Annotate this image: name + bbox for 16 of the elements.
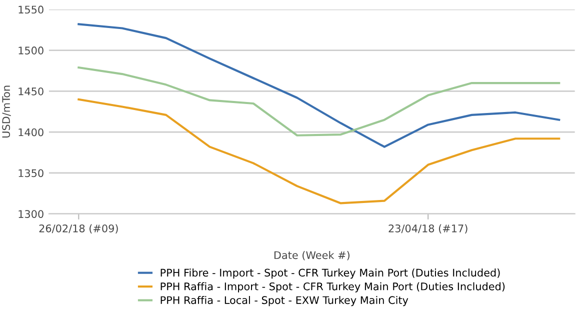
y-tick-label: 1550: [18, 6, 44, 14]
x-tick-label: 26/02/18 (#09): [39, 224, 118, 234]
y-tick-label: 1500: [18, 46, 44, 54]
line-series: [78, 66, 560, 136]
line-series: [78, 23, 560, 148]
y-tick-label: 1350: [18, 169, 44, 178]
legend-label: PPH Raffia - Local - Spot - EXW Turkey Main City: [160, 296, 408, 306]
line-series: [78, 98, 560, 204]
y-axis-title: USD/mTon: [2, 86, 11, 138]
y-tick-label: 1450: [18, 87, 44, 96]
legend-label: PPH Fibre - Import - Spot - CFR Turkey Main Port (Duties Included): [160, 268, 500, 279]
y-tick-label: 1300: [18, 210, 44, 218]
legend-label: PPH Raffia - Import - Spot - CFR Turkey Main Port (Duties Included): [160, 282, 505, 292]
x-tick-label: 23/04/18 (#17): [388, 224, 468, 234]
y-tick-label: 1400: [18, 128, 44, 136]
x-axis-title: Date (Week #): [274, 251, 350, 260]
